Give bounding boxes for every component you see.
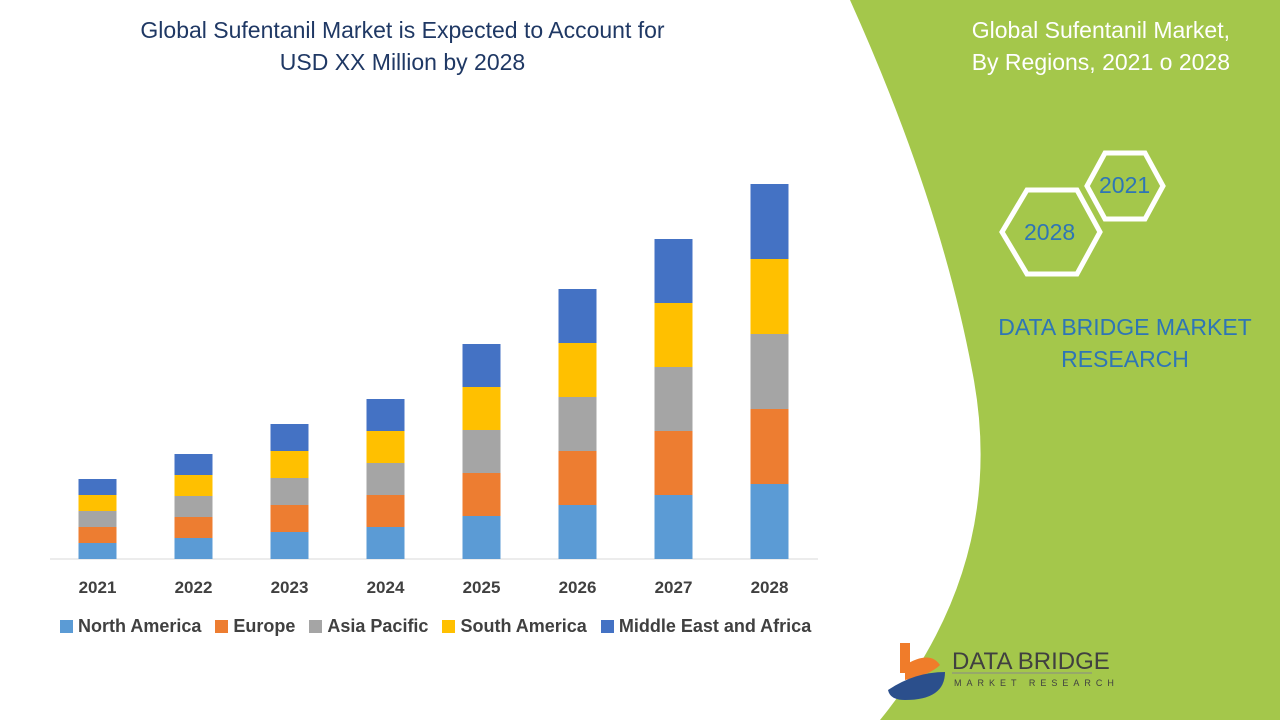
bar-2025-south-america	[462, 387, 501, 430]
hexagon-2028	[999, 150, 1166, 277]
bar-2026-north-america	[558, 505, 597, 559]
bar-2023-north-america	[270, 532, 309, 559]
bar-2024-south-america	[366, 431, 405, 463]
legend-item: Middle East and Africa	[600, 616, 812, 637]
green-side-panel	[850, 0, 1280, 720]
bar-2023-south-america	[270, 451, 309, 478]
bar-2025-asia-pacific	[462, 430, 501, 473]
bar-2026-europe	[558, 451, 597, 505]
bar-2021-south-america	[78, 495, 117, 511]
bar-2026-middle-east-and-africa	[558, 289, 597, 343]
bar-2027-south-america	[654, 303, 693, 367]
bar-2023-middle-east-and-africa	[270, 424, 309, 451]
x-tick-label: 2022	[175, 578, 213, 597]
legend-item: North America	[60, 616, 201, 637]
bar-2028-south-america	[750, 259, 789, 334]
bar-2021-north-america	[78, 543, 117, 559]
logo-name: DATA BRIDGE	[952, 648, 1110, 675]
bar-2028-europe	[750, 409, 789, 484]
bar-2024-europe	[366, 495, 405, 527]
x-tick-label: 2025	[463, 578, 501, 597]
bar-2027-north-america	[654, 495, 693, 559]
bar-2021-asia-pacific	[78, 511, 117, 527]
chart-title: Global Sufentanil Market is Expected to …	[100, 14, 705, 78]
logo-tagline: MARKET RESEARCH	[954, 678, 1119, 688]
bar-2022-asia-pacific	[174, 496, 213, 517]
x-tick-label: 2026	[559, 578, 597, 597]
bar-2025-middle-east-and-africa	[462, 344, 501, 387]
legend-item: Europe	[215, 616, 295, 637]
title-line-1: Global Sufentanil Market is Expected to …	[140, 17, 665, 43]
bar-2025-north-america	[462, 516, 501, 559]
bar-2026-asia-pacific	[558, 397, 597, 451]
bar-2028-asia-pacific	[750, 334, 789, 409]
bar-2027-europe	[654, 431, 693, 495]
panel-title: Global Sufentanil Market, By Regions, 20…	[900, 14, 1230, 78]
legend-label: Europe	[233, 616, 296, 636]
brand-line-2: RESEARCH	[1061, 346, 1189, 372]
legend-swatch	[60, 620, 73, 633]
panel-title-line-1: Global Sufentanil Market,	[971, 17, 1230, 43]
bar-2026-south-america	[558, 343, 597, 397]
hex-label-2021: 2021	[1099, 172, 1151, 198]
stacked-bar-chart: 2021 2022 2023 2024 2025 2026 2027 2028	[50, 184, 818, 597]
bar-2024-asia-pacific	[366, 463, 405, 495]
hex-label-2028: 2028	[1024, 219, 1076, 245]
x-tick-label: 2028	[751, 578, 789, 597]
bar-2022-europe	[174, 517, 213, 538]
legend-swatch	[215, 620, 229, 633]
brand-text: DATA BRIDGE MARKET RESEARCH	[990, 311, 1260, 375]
bar-2021-middle-east-and-africa	[78, 479, 117, 495]
x-tick-label: 2027	[655, 578, 693, 597]
bar-2022-south-america	[174, 475, 213, 496]
legend-label: Middle East and Africa	[618, 616, 812, 636]
legend-label: Asia Pacific	[327, 616, 429, 636]
bar-2023-europe	[270, 505, 309, 532]
x-tick-label: 2021	[79, 578, 117, 597]
legend-label: South America	[460, 616, 587, 636]
legend-item: Asia Pacific	[309, 616, 428, 637]
bar-2024-north-america	[366, 527, 405, 559]
legend-label: North America	[78, 616, 202, 636]
title-line-2: USD XX Million by 2028	[279, 49, 526, 75]
bar-2021-europe	[78, 527, 117, 543]
bar-2022-middle-east-and-africa	[174, 454, 213, 475]
bar-2024-middle-east-and-africa	[366, 399, 405, 431]
brand-line-1: DATA BRIDGE MARKET	[998, 314, 1252, 340]
bar-2028-middle-east-and-africa	[750, 184, 789, 259]
legend-item: South America	[442, 616, 587, 637]
x-tick-label: 2023	[271, 578, 309, 597]
legend-swatch	[442, 620, 456, 633]
legend: North America Europe Asia Pacific South Ame…	[60, 616, 811, 637]
logo-mark	[888, 643, 1092, 700]
panel-title-line-2: By Regions, 2021 o 2028	[971, 49, 1230, 75]
bar-2027-asia-pacific	[654, 367, 693, 431]
bar-2027-middle-east-and-africa	[654, 239, 693, 303]
legend-swatch	[600, 620, 614, 633]
bar-2025-europe	[462, 473, 501, 516]
legend-swatch	[309, 620, 323, 633]
x-tick-label: 2024	[367, 578, 405, 597]
bar-2023-asia-pacific	[270, 478, 309, 505]
bar-2022-north-america	[174, 538, 213, 559]
bar-2028-north-america	[750, 484, 789, 559]
